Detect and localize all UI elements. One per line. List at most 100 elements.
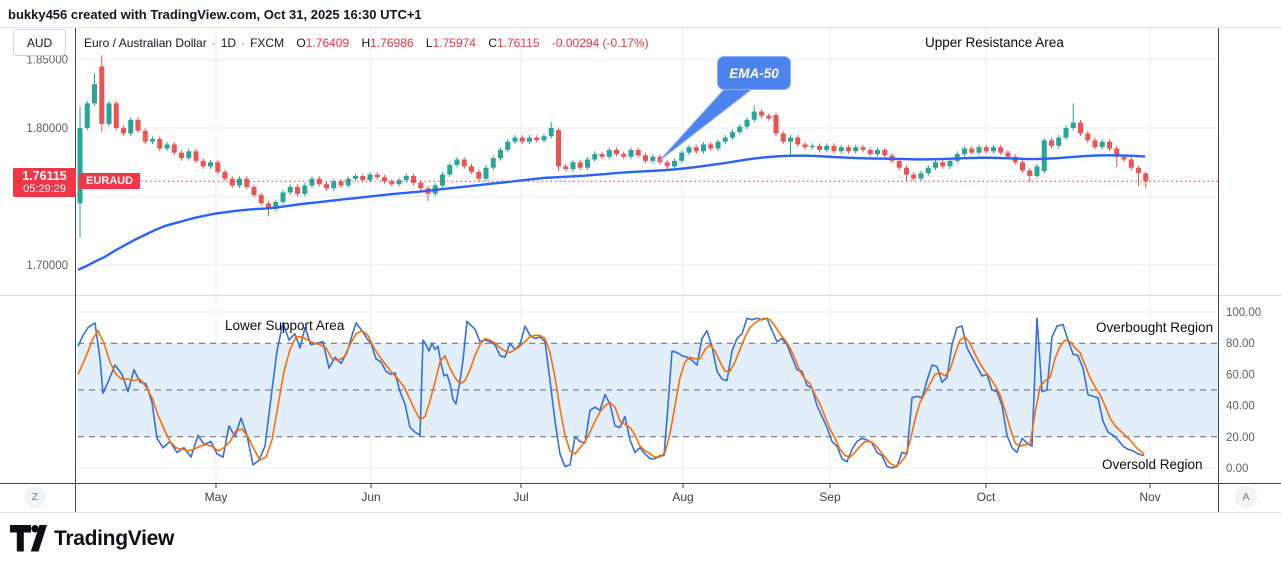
- candle-body: [853, 147, 859, 152]
- candle-body: [367, 174, 373, 181]
- candle-body: [831, 145, 837, 152]
- timezone-button[interactable]: Z: [24, 486, 46, 508]
- candle-body: [476, 171, 482, 179]
- attribution-text: bukky456 created with TradingView.com, O…: [8, 7, 422, 22]
- stoch-tick-label[interactable]: 40.00: [1226, 401, 1255, 413]
- candle-body: [759, 111, 764, 116]
- candle-body: [904, 167, 909, 175]
- candle-body: [751, 111, 757, 120]
- auto-scale-button[interactable]: A: [1235, 486, 1257, 508]
- candle-body: [875, 149, 880, 155]
- candle-body: [389, 181, 395, 185]
- candle-body: [461, 159, 467, 167]
- change-value: -0.00294 (-0.17%): [551, 36, 649, 50]
- candle-body: [983, 147, 989, 152]
- candle-body: [353, 175, 358, 179]
- candle-body: [643, 155, 648, 161]
- ohlc-high: H1.76986: [361, 36, 414, 50]
- stoch-d-line[interactable]: [77, 317, 1145, 468]
- candle-body: [962, 148, 967, 155]
- candle-body: [200, 160, 206, 167]
- month-label[interactable]: Jun: [361, 490, 380, 504]
- candle-body: [809, 145, 815, 148]
- candle-body: [664, 162, 670, 167]
- candle-body: [237, 178, 242, 186]
- candle-body: [1041, 140, 1047, 172]
- candle-body: [1078, 122, 1083, 134]
- candle-body: [991, 147, 996, 152]
- candle-body: [403, 175, 409, 181]
- candle-body: [164, 144, 170, 149]
- candle-body: [896, 160, 902, 168]
- candle-body: [708, 144, 714, 149]
- candle-body: [817, 145, 822, 150]
- candle-body: [599, 154, 605, 157]
- price-tick-label[interactable]: 1.85000: [26, 55, 68, 67]
- symbol-legend[interactable]: Euro / Australian Dollar · 1D · FXCM O1.7640…: [84, 36, 649, 50]
- stoch-tick-label[interactable]: 20.00: [1226, 432, 1255, 444]
- candle-body: [447, 164, 453, 175]
- month-label[interactable]: Aug: [672, 490, 693, 504]
- candle-body: [157, 138, 163, 149]
- candle-body: [396, 180, 402, 185]
- plot-layer: [77, 55, 1218, 469]
- month-label[interactable]: Sep: [819, 490, 841, 504]
- month-label[interactable]: Jul: [513, 490, 528, 504]
- current-price-badge[interactable]: 1.76115 05:29:29: [13, 168, 76, 197]
- candle-body: [295, 186, 300, 194]
- candle-body: [563, 166, 569, 170]
- stoch-k-line[interactable]: [77, 317, 1145, 469]
- candle-body: [99, 66, 105, 124]
- ohlc-open: O1.76409: [296, 36, 350, 50]
- tradingview-logo[interactable]: TradingView: [10, 525, 174, 552]
- candle-body: [222, 171, 228, 179]
- stoch-tick-label[interactable]: 100.00: [1226, 307, 1261, 319]
- candle-body: [947, 160, 953, 167]
- candle-body: [730, 132, 735, 138]
- candle-body: [592, 154, 598, 160]
- stoch-tick-label[interactable]: 0.00: [1226, 463, 1248, 475]
- candle-body: [1063, 128, 1069, 138]
- candle-body: [1049, 140, 1054, 146]
- exchange-label: FXCM: [250, 36, 285, 50]
- month-label[interactable]: May: [205, 490, 228, 504]
- candle-body: [1034, 166, 1040, 176]
- price-tick-label[interactable]: 1.70000: [26, 260, 68, 272]
- candle-body: [469, 166, 474, 172]
- interval-label[interactable]: 1D: [220, 36, 237, 50]
- candle-body: [715, 141, 721, 149]
- candle-body: [266, 203, 271, 209]
- candle-body: [302, 185, 308, 194]
- lower-support-annotation: Lower Support Area: [225, 318, 345, 333]
- ema50-line[interactable]: [77, 154, 1146, 271]
- candle-body: [360, 175, 366, 181]
- candle-body: [969, 148, 975, 153]
- candle-body: [128, 119, 134, 134]
- candle-body: [258, 195, 264, 204]
- candle-body: [766, 115, 772, 119]
- price-tick-label[interactable]: 1.80000: [26, 123, 68, 135]
- candle-body: [737, 126, 743, 133]
- candle-body: [635, 149, 641, 156]
- symbol-title[interactable]: Euro / Australian Dollar: [84, 36, 207, 50]
- candle-body: [867, 149, 873, 155]
- month-label[interactable]: Oct: [977, 490, 996, 504]
- axis-label-layer: May Jun Jul Aug Sep Oct Nov 1.85000 1.80000 1.700…: [26, 55, 1261, 505]
- candle-body: [534, 137, 540, 141]
- candle-body: [287, 186, 293, 193]
- candle-body: [860, 147, 866, 150]
- candle-body: [490, 158, 496, 168]
- candle-body: [135, 119, 141, 131]
- stoch-tick-label[interactable]: 60.00: [1226, 369, 1255, 381]
- month-label[interactable]: Nov: [1139, 490, 1160, 504]
- candle-body: [92, 84, 97, 104]
- currency-button[interactable]: AUD: [13, 29, 66, 56]
- candle-body: [208, 162, 213, 167]
- legend-separator: ·: [241, 36, 246, 50]
- stoch-tick-label[interactable]: 80.00: [1226, 338, 1255, 350]
- candle-body: [454, 159, 460, 165]
- tradingview-logo-icon: [10, 525, 47, 552]
- ema50-callout[interactable]: EMA-50: [717, 56, 791, 90]
- candle-body: [650, 156, 656, 161]
